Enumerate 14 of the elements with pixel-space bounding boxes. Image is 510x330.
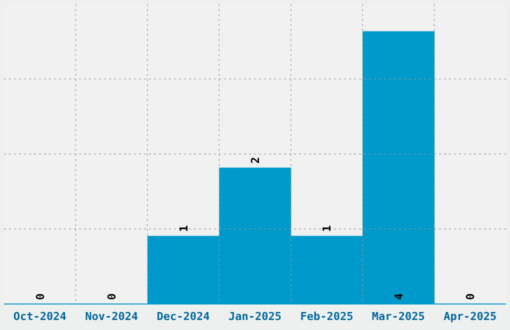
data-label: 0 bbox=[34, 293, 47, 300]
x-tick-label: Mar-2025 bbox=[372, 310, 425, 323]
data-label: 2 bbox=[249, 157, 262, 164]
x-tick-label: Apr-2025 bbox=[444, 310, 497, 323]
data-label: 4 bbox=[392, 293, 406, 300]
data-label: 0 bbox=[106, 293, 119, 300]
data-label: 1 bbox=[177, 224, 190, 232]
x-tick-label: Jan-2025 bbox=[228, 310, 282, 323]
data-label: 1 bbox=[320, 224, 334, 232]
data-label: 0 bbox=[464, 293, 478, 300]
x-tick-label: Nov-2024 bbox=[85, 310, 138, 323]
x-tick-label: Dec-2024 bbox=[156, 310, 210, 323]
x-tick-label: Oct-2024 bbox=[13, 310, 67, 323]
x-tick-label: Feb-2025 bbox=[300, 310, 354, 323]
